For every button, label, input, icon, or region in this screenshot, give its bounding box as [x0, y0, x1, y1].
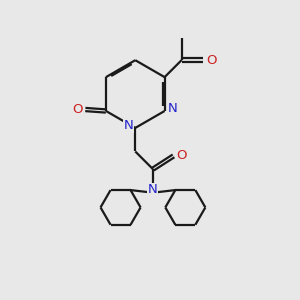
Text: O: O	[176, 149, 187, 162]
Text: N: N	[124, 119, 134, 132]
Text: O: O	[72, 103, 82, 116]
Text: N: N	[168, 101, 178, 115]
Text: O: O	[206, 53, 216, 67]
Text: N: N	[148, 183, 158, 196]
